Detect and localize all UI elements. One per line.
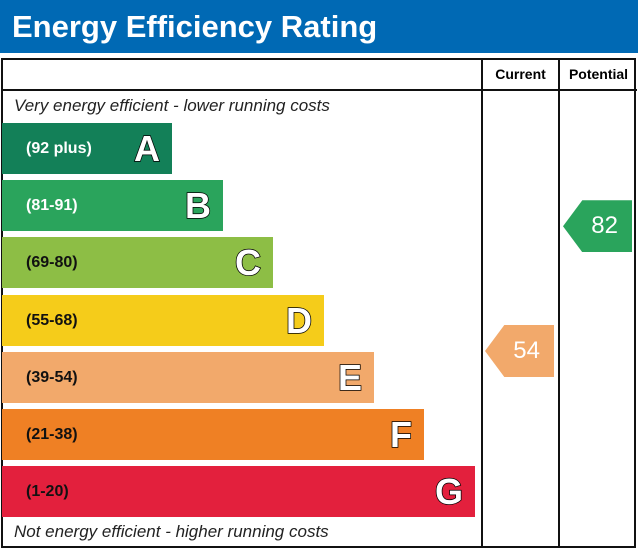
band-range: (69-80): [26, 254, 78, 272]
band-range: (55-68): [26, 311, 78, 329]
band-letter: G: [434, 470, 464, 513]
current-header: Current: [495, 66, 546, 82]
band-c: (69-80) C: [2, 237, 273, 289]
band-letter: B: [184, 184, 212, 227]
divider: [1, 89, 637, 91]
potential-rating-arrow: 82: [563, 200, 632, 253]
band-letter: D: [285, 299, 313, 342]
band-letter: E: [337, 356, 363, 399]
divider: [558, 58, 560, 548]
potential-header: Potential: [568, 66, 629, 82]
band-a: (92 plus) A: [2, 123, 172, 174]
band-letter: C: [234, 242, 262, 285]
band-f: (21-38) F: [2, 409, 424, 460]
band-d: (55-68) D: [2, 294, 324, 346]
band-range: (92 plus): [26, 140, 92, 157]
band-range: (81-91): [26, 197, 78, 215]
band-e: (39-54) E: [2, 351, 374, 403]
page-title: Energy Efficiency Rating: [0, 0, 638, 53]
top-note: Very energy efficient - lower running co…: [14, 96, 330, 115]
bottom-note: Not energy efficient - higher running co…: [14, 522, 329, 541]
divider: [481, 58, 483, 548]
band-letter: A: [133, 127, 161, 170]
band-b: (81-91) B: [2, 180, 223, 232]
band-range: (1-20): [26, 483, 69, 501]
band-range: (21-38): [26, 426, 78, 443]
band-g: (1-20) G: [2, 466, 475, 518]
band-range: (39-54): [26, 368, 78, 386]
band-letter: F: [389, 413, 413, 456]
